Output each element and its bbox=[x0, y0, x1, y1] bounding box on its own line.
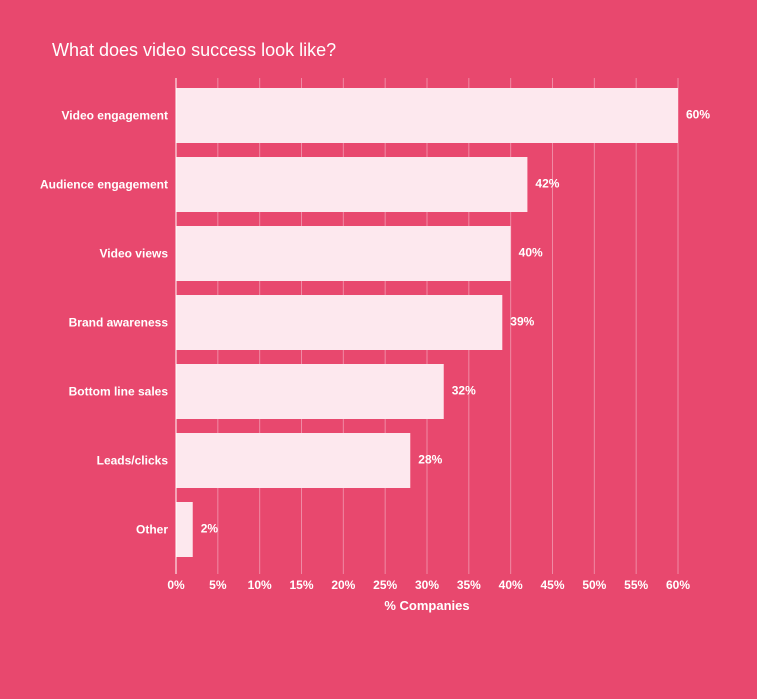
x-tick-label: 60% bbox=[666, 578, 690, 592]
value-label: 2% bbox=[201, 522, 219, 536]
x-tick-label: 15% bbox=[289, 578, 313, 592]
category-label: Brand awareness bbox=[69, 316, 169, 330]
value-label: 42% bbox=[535, 177, 559, 191]
bar bbox=[176, 226, 511, 281]
bars: 60% 42% 40% 39% 32% 28% 2% bbox=[176, 88, 710, 557]
x-tick-label: 35% bbox=[457, 578, 481, 592]
x-tick-label: 10% bbox=[248, 578, 272, 592]
x-tick-label: 30% bbox=[415, 578, 439, 592]
bar bbox=[176, 88, 678, 143]
x-tick-label: 50% bbox=[582, 578, 606, 592]
category-label: Other bbox=[136, 523, 168, 537]
x-tick-label: 20% bbox=[331, 578, 355, 592]
value-label: 60% bbox=[686, 108, 710, 122]
x-tick-label: 0% bbox=[167, 578, 185, 592]
value-label: 39% bbox=[510, 315, 534, 329]
chart-title: What does video success look like? bbox=[52, 40, 337, 60]
x-tick-label: 45% bbox=[540, 578, 564, 592]
x-tick-label: 40% bbox=[499, 578, 523, 592]
x-tick-label: 25% bbox=[373, 578, 397, 592]
bar bbox=[176, 364, 444, 419]
axes: 0% 5% 10% 15% 20% 25% 30% 35% 40% 45% 50% 55% 60% Vid… bbox=[40, 78, 690, 592]
bar bbox=[176, 157, 528, 212]
category-label: Video views bbox=[100, 247, 169, 261]
category-label: Audience engagement bbox=[40, 178, 168, 192]
category-label: Bottom line sales bbox=[69, 385, 169, 399]
bar bbox=[176, 295, 503, 350]
x-axis-title: % Companies bbox=[384, 598, 469, 613]
x-tick-label: 55% bbox=[624, 578, 648, 592]
value-label: 28% bbox=[418, 453, 442, 467]
category-label: Video engagement bbox=[62, 109, 168, 123]
value-label: 40% bbox=[519, 246, 543, 260]
bar bbox=[176, 502, 193, 557]
category-label: Leads/clicks bbox=[97, 454, 169, 468]
bar bbox=[176, 433, 411, 488]
x-tick-label: 5% bbox=[209, 578, 227, 592]
value-label: 32% bbox=[452, 384, 476, 398]
